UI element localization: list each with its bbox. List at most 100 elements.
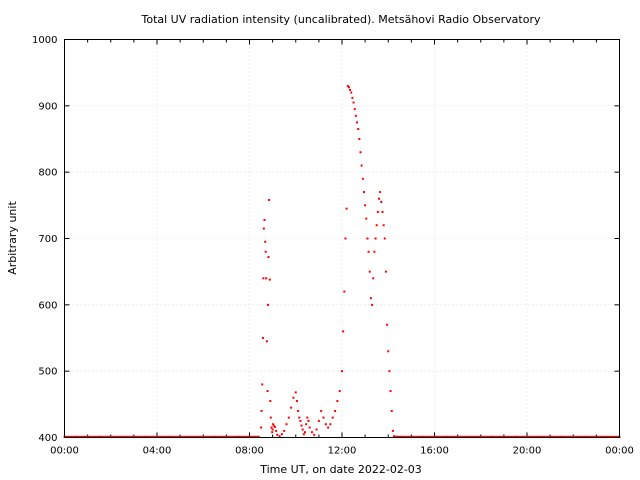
y-tick-label: 1000 <box>32 35 57 46</box>
data-point <box>331 416 334 419</box>
data-point <box>287 416 290 419</box>
data-point <box>268 278 271 281</box>
data-point <box>386 323 389 326</box>
data-point <box>359 151 362 154</box>
data-point <box>347 86 350 89</box>
data-point <box>374 237 377 240</box>
data-point <box>371 303 374 306</box>
data-point <box>260 426 263 429</box>
data-point <box>322 416 325 419</box>
chart-title: Total UV radiation intensity (uncalibrat… <box>141 13 541 26</box>
data-point <box>261 383 264 386</box>
baseline-segment <box>393 435 396 438</box>
data-point <box>313 433 316 436</box>
data-point <box>262 277 265 280</box>
data-point <box>361 177 364 180</box>
x-tick-label: 16:00 <box>420 446 449 457</box>
data-point <box>365 217 368 220</box>
data-point <box>308 426 311 429</box>
data-point <box>297 409 300 412</box>
data-point <box>368 270 371 273</box>
data-point <box>360 164 363 167</box>
data-point <box>388 370 391 373</box>
data-point <box>285 423 288 426</box>
data-point <box>390 409 393 412</box>
data-point <box>275 429 278 432</box>
data-point <box>341 370 343 373</box>
x-tick-label: 00:00 <box>50 446 79 457</box>
data-point <box>351 96 354 99</box>
data-point <box>317 419 320 422</box>
y-tick-label: 400 <box>38 433 57 444</box>
y-axis-tick-labels: 400 500 600 700 800 900 1000 <box>32 35 57 444</box>
data-point <box>265 340 268 343</box>
data-point <box>381 210 384 213</box>
data-point <box>271 431 274 434</box>
data-point <box>343 290 346 293</box>
data-point <box>367 250 370 253</box>
data-point <box>305 423 308 426</box>
data-point <box>306 416 309 419</box>
data-point <box>271 428 274 431</box>
data-point <box>269 400 272 403</box>
y-tick-label: 900 <box>38 101 57 112</box>
data-point <box>270 426 273 429</box>
data-point <box>263 218 266 221</box>
data-point <box>366 237 369 240</box>
x-tick-label: 12:00 <box>328 446 357 457</box>
data-point <box>264 240 267 243</box>
data-point <box>327 426 330 429</box>
data-point <box>336 400 339 403</box>
data-point <box>299 419 302 422</box>
plot-area-frame <box>64 39 620 438</box>
data-point <box>302 433 305 436</box>
data-point <box>376 210 379 213</box>
x-tick-label: 20:00 <box>513 446 542 457</box>
data-point <box>354 114 357 117</box>
data-point <box>364 204 367 207</box>
data-point <box>272 423 275 426</box>
data-point <box>353 108 356 111</box>
x-axis-tick-labels: 00:00 04:00 08:00 12:00 16:00 20:00 00:00 <box>50 446 634 457</box>
data-point <box>295 400 298 403</box>
data-point <box>372 277 375 280</box>
data-point <box>369 297 372 300</box>
data-point <box>320 409 323 412</box>
grid-lines <box>64 39 620 438</box>
x-tick-label: 04:00 <box>143 446 172 457</box>
data-point <box>389 390 392 393</box>
data-point <box>345 207 348 210</box>
data-point <box>283 429 286 432</box>
data-point <box>379 191 382 194</box>
data-point <box>265 277 268 280</box>
data-point <box>387 350 390 353</box>
y-tick-label: 600 <box>38 300 57 311</box>
data-point <box>276 433 279 436</box>
data-point <box>344 237 347 240</box>
data-point <box>358 138 361 140</box>
y-tick-label: 500 <box>38 367 57 378</box>
data-point <box>352 101 355 104</box>
y-tick-label: 800 <box>38 168 57 179</box>
data-point <box>362 191 365 194</box>
data-point <box>304 431 306 434</box>
data-point <box>272 424 275 427</box>
data-point <box>267 256 270 259</box>
data-point <box>382 224 385 227</box>
data-point <box>334 409 337 412</box>
data-point <box>292 396 295 399</box>
data-point <box>301 428 304 431</box>
x-tick-label: 00:00 <box>605 446 634 457</box>
data-point <box>298 416 301 419</box>
data-point <box>315 428 318 431</box>
data-point <box>266 390 269 393</box>
data-point <box>350 91 353 94</box>
axis-ticks <box>64 39 620 438</box>
data-point <box>346 84 349 87</box>
data-points <box>63 84 621 438</box>
data-point <box>329 423 332 426</box>
data-point <box>356 121 359 124</box>
data-point <box>324 423 327 426</box>
data-point <box>380 201 383 204</box>
